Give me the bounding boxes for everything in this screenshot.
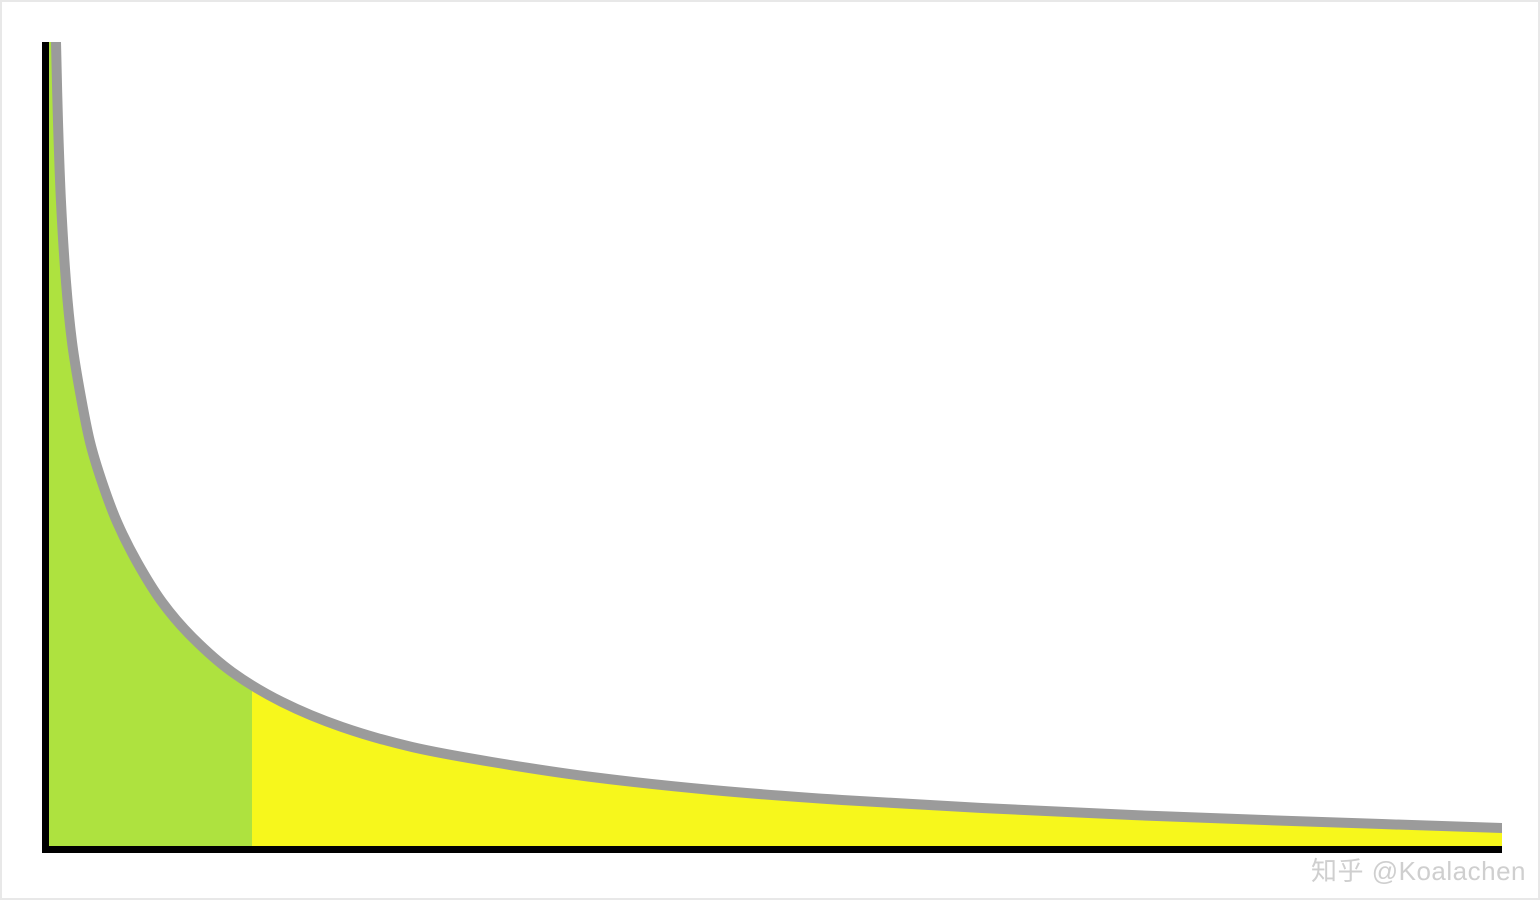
area-fills bbox=[49, 42, 1502, 846]
head-region bbox=[49, 42, 252, 846]
chart-frame: 知乎 @Koalachen bbox=[0, 0, 1540, 900]
long-tail-chart bbox=[42, 42, 1502, 862]
